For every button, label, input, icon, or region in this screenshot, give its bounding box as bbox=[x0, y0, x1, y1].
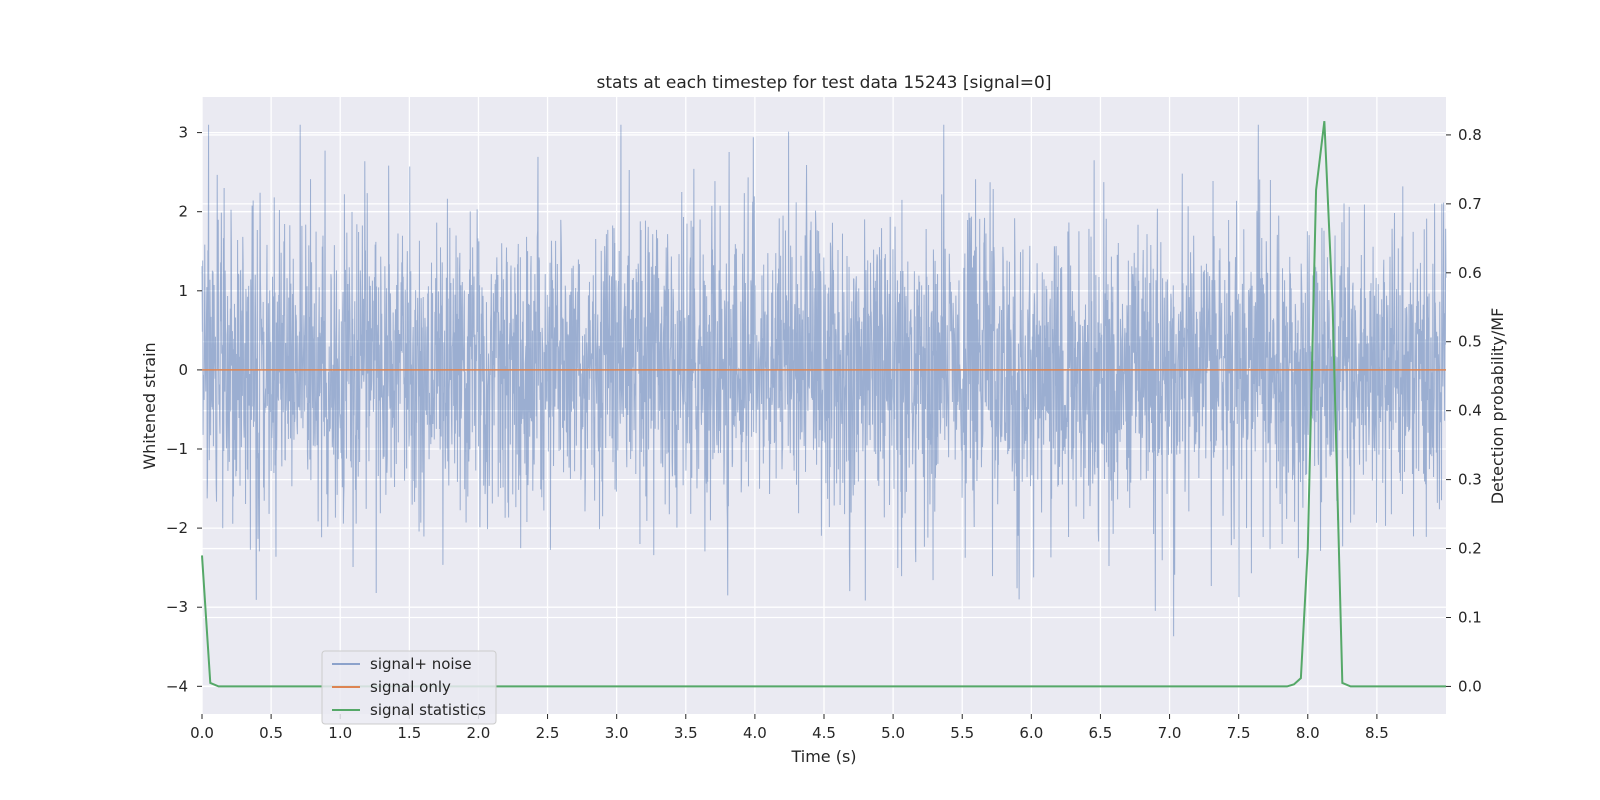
x-tick-label: 6.0 bbox=[1019, 724, 1043, 742]
legend-label: signal only bbox=[370, 678, 451, 696]
legend-frame bbox=[321, 650, 497, 725]
x-tick-label: 7.0 bbox=[1158, 724, 1182, 742]
y-right-tick-label: 0.6 bbox=[1458, 264, 1482, 282]
y-right-tick-label: 0.5 bbox=[1458, 333, 1482, 351]
x-tick-label: 1.5 bbox=[397, 724, 421, 742]
x-tick-label: 2.0 bbox=[467, 724, 491, 742]
x-tick-label: 0.0 bbox=[190, 724, 214, 742]
x-axis-label: Time (s) bbox=[790, 747, 856, 766]
y-left-tick-label: −3 bbox=[166, 598, 188, 616]
y-left-tick-label: 2 bbox=[178, 203, 188, 221]
y-left-tick-label: 1 bbox=[178, 282, 188, 300]
legend-label: signal+ noise bbox=[370, 655, 472, 673]
x-tick-label: 3.0 bbox=[605, 724, 629, 742]
y-right-tick-label: 0.4 bbox=[1458, 402, 1482, 420]
y-right-tick-label: 0.3 bbox=[1458, 471, 1482, 489]
x-tick-label: 5.0 bbox=[881, 724, 905, 742]
signal-statistics-line bbox=[201, 121, 1446, 688]
y-right-tick-label: 0.7 bbox=[1458, 195, 1482, 213]
x-tick-label: 2.5 bbox=[536, 724, 560, 742]
x-tick-label: 0.5 bbox=[259, 724, 283, 742]
y-right-tick-label: 0.2 bbox=[1458, 540, 1482, 558]
y-left-tick-label: 3 bbox=[178, 124, 188, 142]
x-tick-label: 6.5 bbox=[1089, 724, 1113, 742]
y-right-tick-label: 0.1 bbox=[1458, 608, 1482, 626]
y-axis-left-label: Whitened strain bbox=[140, 342, 159, 469]
legend: signal+ noise signal only signal statistic… bbox=[321, 650, 497, 725]
x-tick-label: 1.0 bbox=[328, 724, 352, 742]
x-tick-label: 8.5 bbox=[1365, 724, 1389, 742]
signal-noise-line bbox=[201, 124, 1447, 637]
y-left-tick-label: −1 bbox=[166, 440, 188, 458]
x-tick-label: 8.0 bbox=[1296, 724, 1320, 742]
x-tick-label: 7.5 bbox=[1227, 724, 1251, 742]
chart-title: stats at each timestep for test data 152… bbox=[597, 73, 1052, 93]
y-left-tick-label: −2 bbox=[166, 519, 188, 537]
legend-label: signal statistics bbox=[370, 701, 486, 719]
y-right-tick-label: 0.0 bbox=[1458, 677, 1482, 695]
y-left-tick-label: −4 bbox=[166, 677, 188, 695]
y-left-tick-label: 0 bbox=[178, 361, 188, 379]
x-tick-label: 4.5 bbox=[812, 724, 836, 742]
x-tick-label: 3.5 bbox=[674, 724, 698, 742]
x-tick-label: 5.5 bbox=[950, 724, 974, 742]
y-axis-right-label: Detection probability/MF bbox=[1488, 308, 1507, 505]
x-tick-label: 4.0 bbox=[743, 724, 767, 742]
y-right-tick-label: 0.8 bbox=[1458, 126, 1482, 144]
